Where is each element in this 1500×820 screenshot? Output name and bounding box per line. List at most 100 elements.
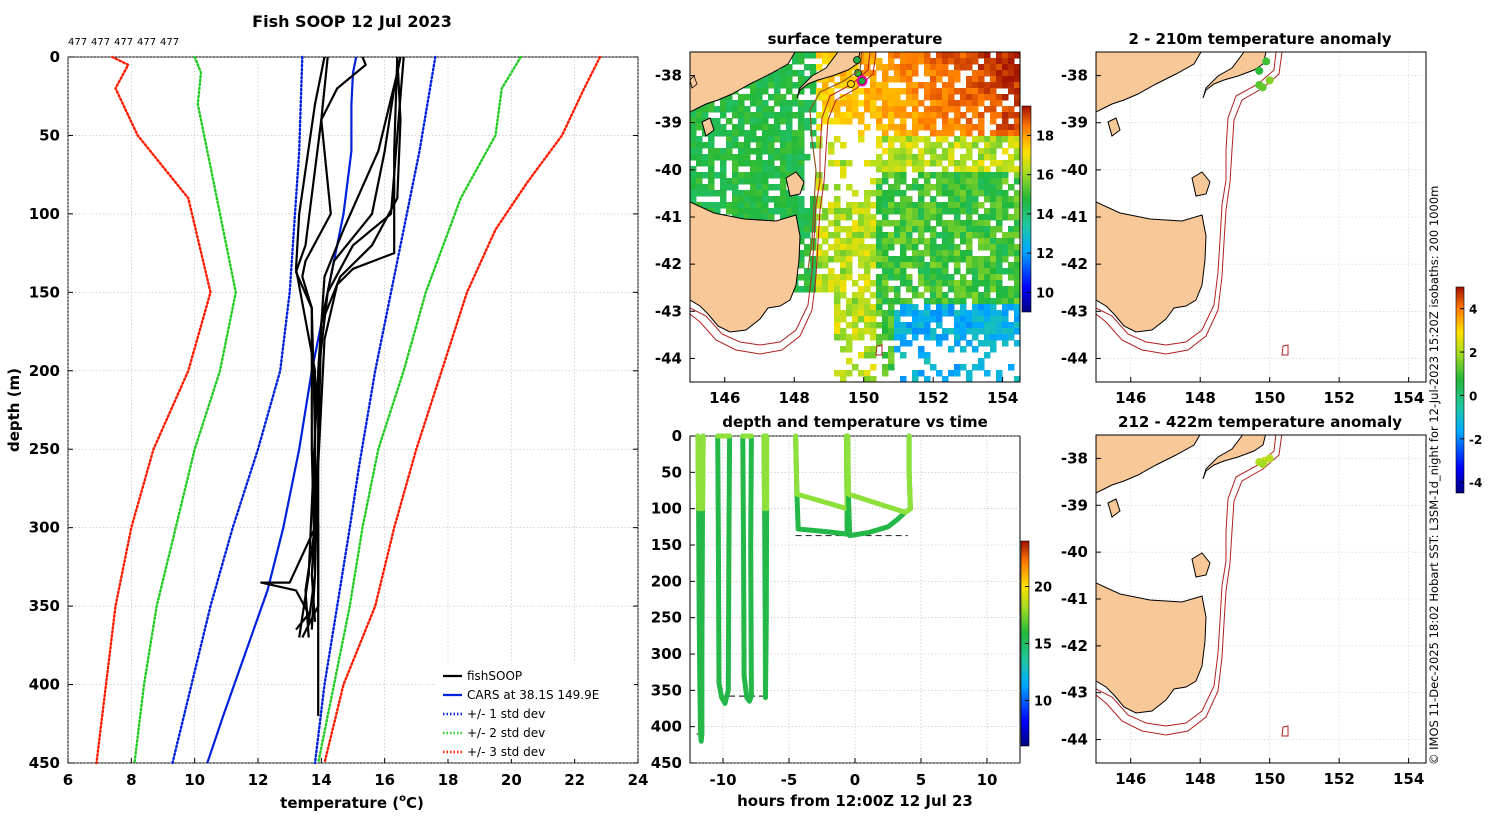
sst-cell (936, 94, 943, 101)
sst-cell (1008, 112, 1015, 119)
sst-map-panel: surface temperature 146 148 150 152 154 -38-… (655, 30, 1054, 407)
sst-cell (876, 226, 883, 233)
sst-cell (750, 112, 757, 119)
sst-cell (876, 166, 883, 173)
sst-cell (696, 172, 703, 179)
sst-cell (930, 160, 937, 167)
sst-cell (696, 202, 703, 209)
sst-cell (888, 58, 895, 65)
sst-cell (966, 88, 973, 95)
sst-cell (930, 262, 937, 269)
sst-cell (972, 316, 979, 323)
sst-cell (810, 274, 817, 281)
sst-cell (882, 124, 889, 131)
sst-cell (912, 58, 919, 65)
sst-cell (858, 274, 865, 281)
sst-cell (906, 70, 913, 77)
sst-cell (888, 346, 895, 353)
sst-cell (942, 226, 949, 233)
sst-cell (870, 352, 877, 359)
sst-cell (804, 226, 811, 233)
map-y-tick-label: -42 (1061, 637, 1088, 655)
small-island (690, 75, 698, 89)
sst-cell (732, 208, 739, 215)
sst-cell (966, 322, 973, 329)
sst-cell (834, 244, 841, 251)
sst-cell (858, 238, 865, 245)
sst-cell (894, 220, 901, 227)
sst-cell (768, 166, 775, 173)
sst-observation-point (858, 77, 866, 85)
sst-cell (876, 262, 883, 269)
sst-cell (942, 100, 949, 107)
anomaly-colorbar-tick-label: 0 (1469, 389, 1477, 403)
sst-cell (1002, 244, 1009, 251)
sst-cell (990, 256, 997, 263)
sst-cell (1008, 142, 1015, 149)
sst-cell (924, 148, 931, 155)
sst-cell (990, 58, 997, 65)
sst-cell (978, 256, 985, 263)
sst-cell (1002, 292, 1009, 299)
sst-cell (1008, 328, 1015, 335)
sst-cell (882, 202, 889, 209)
sst-cell (1002, 58, 1009, 65)
sst-cell (954, 232, 961, 239)
sst-cell (816, 94, 823, 101)
sst-cell (840, 166, 847, 173)
sst-cell (840, 172, 847, 179)
sst-cell (966, 148, 973, 155)
sst-cell (864, 376, 871, 382)
sst-cell (1014, 148, 1020, 155)
sst-cell (858, 250, 865, 257)
sst-cell (858, 214, 865, 221)
sst-cell (798, 214, 805, 221)
sst-cell (846, 334, 853, 341)
sst-cell (954, 370, 961, 377)
sst-cell (924, 304, 931, 311)
depth-time-track (695, 433, 706, 744)
sst-cell (984, 244, 991, 251)
sst-cell (942, 298, 949, 305)
sst-cell (990, 106, 997, 113)
sst-cell (978, 148, 985, 155)
sst-cell (768, 112, 775, 119)
profile-x-tick-label: 22 (564, 771, 585, 789)
sst-cell (846, 310, 853, 317)
sst-cell (882, 190, 889, 197)
profile-y-tick-label: 450 (29, 754, 60, 772)
sst-cell (900, 304, 907, 311)
sst-cell (828, 106, 835, 113)
sst-cell (732, 106, 739, 113)
sst-cell (834, 214, 841, 221)
sst-cell (822, 94, 829, 101)
sst-cell (948, 244, 955, 251)
sst-cell (966, 214, 973, 221)
sst-cell (984, 310, 991, 317)
sst-cell (918, 148, 925, 155)
sst-cell (882, 352, 889, 359)
sst-cell (882, 70, 889, 77)
sst-cell (990, 334, 997, 341)
sst-cell (924, 376, 931, 382)
sst-cell (996, 112, 1003, 119)
sst-cell (978, 136, 985, 143)
sst-cell (1014, 304, 1020, 311)
sst-cell (702, 112, 709, 119)
sst-cell (876, 88, 883, 95)
sst-cell (882, 208, 889, 215)
sst-cell (990, 184, 997, 191)
sst-cell (960, 58, 967, 65)
sst-cell (918, 118, 925, 125)
sst-cell (840, 160, 847, 167)
sst-cell (858, 226, 865, 233)
std-band-line (317, 55, 522, 765)
sst-cell (924, 286, 931, 293)
sst-cell (1002, 130, 1009, 137)
sst-cell (900, 190, 907, 197)
sst-cell (882, 334, 889, 341)
sst-cell (834, 334, 841, 341)
sst-cell (918, 190, 925, 197)
sst-cell (978, 268, 985, 275)
sst-cell (948, 88, 955, 95)
